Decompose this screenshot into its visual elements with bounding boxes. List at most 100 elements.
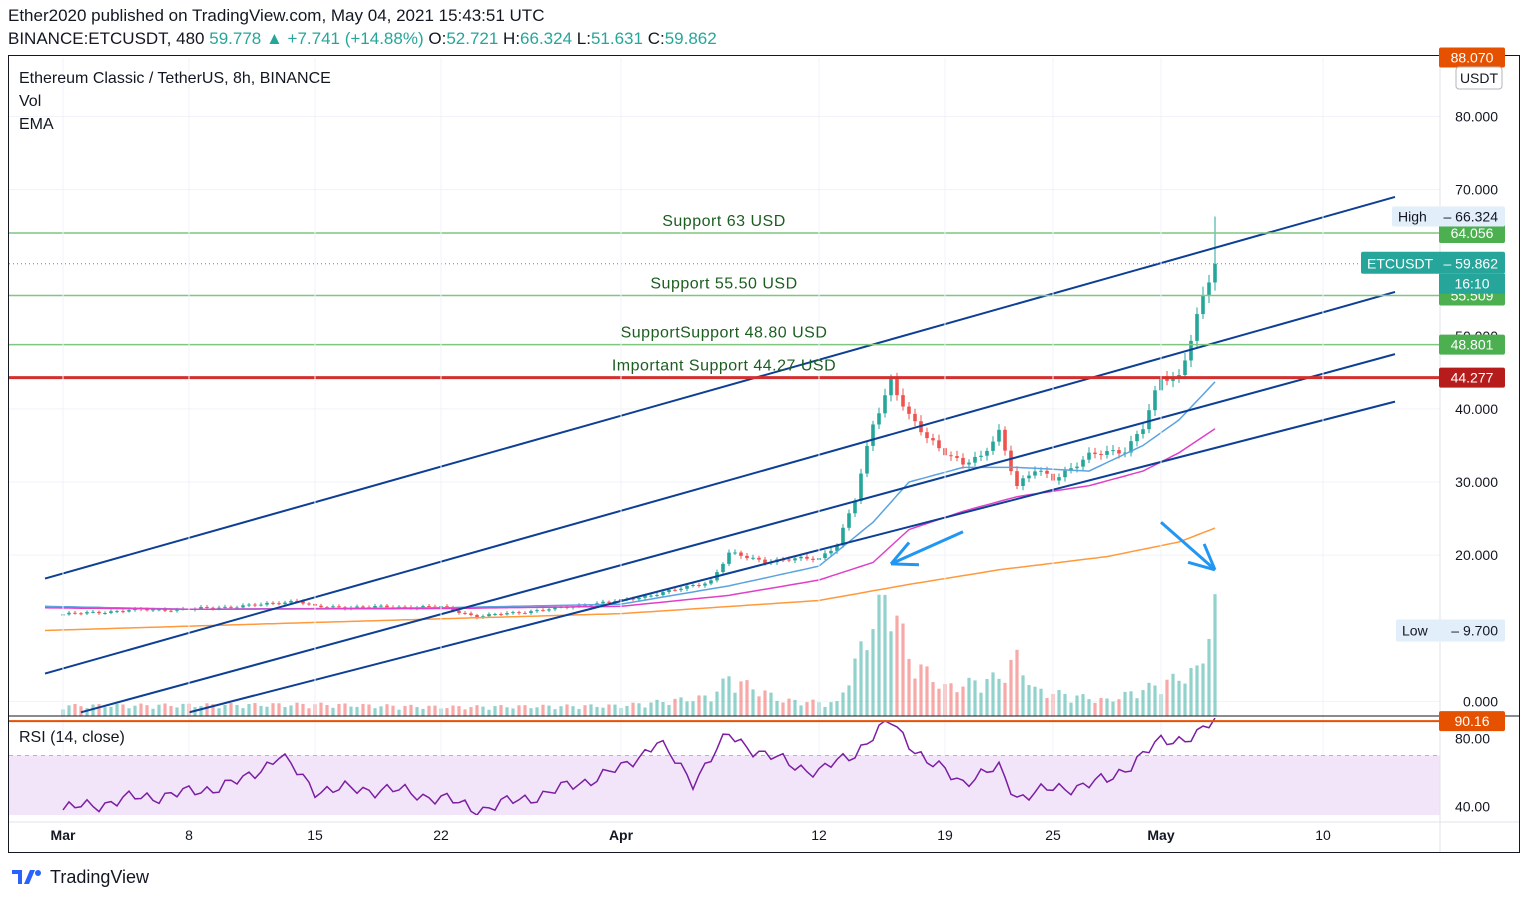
ohlc-line: BINANCE:ETCUSDT, 480 59.778 ▲ +7.741 (+1…	[8, 29, 717, 49]
volume-bar	[847, 685, 851, 716]
volume-bar	[121, 704, 125, 716]
volume-bar	[1201, 663, 1205, 716]
rsi-band	[9, 755, 1440, 815]
volume-bar	[637, 703, 641, 716]
volume-bar	[601, 707, 605, 716]
low-value: 51.631	[590, 29, 643, 48]
channel-line-3	[80, 353, 1396, 714]
arrow-head	[1187, 560, 1216, 572]
high-tag-value: – 66.324	[1444, 208, 1499, 224]
candle-body	[373, 606, 377, 608]
candle-body	[823, 553, 827, 559]
time-tick-label: Apr	[609, 827, 634, 843]
candle-body	[1027, 475, 1031, 479]
candle-body	[421, 606, 425, 608]
volume-bar	[655, 699, 659, 716]
candle-body	[691, 585, 695, 587]
candle-body	[1207, 282, 1211, 296]
volume-bar	[775, 700, 779, 716]
volume-bar	[229, 703, 233, 716]
candle-body	[679, 588, 683, 591]
volume-bar	[811, 699, 815, 716]
volume-bar	[145, 705, 149, 716]
candle-body	[1189, 340, 1193, 361]
candle-body	[967, 462, 971, 465]
volume-bar	[901, 623, 905, 716]
candle-body	[649, 595, 653, 597]
candle-body	[787, 559, 791, 561]
legend-vol: Vol	[19, 93, 42, 110]
volume-bar	[241, 708, 245, 716]
volume-bar	[727, 676, 731, 716]
candle-body	[301, 601, 305, 604]
candle-body	[847, 513, 851, 528]
volume-bar	[1195, 665, 1199, 716]
volume-bar	[709, 701, 713, 716]
arrow-head	[1202, 543, 1217, 571]
volume-bar	[1057, 690, 1061, 716]
low-tag-value: – 9.700	[1451, 622, 1498, 638]
candle-body	[1099, 454, 1103, 456]
volume-bar	[625, 705, 629, 716]
candle-body	[115, 611, 119, 613]
volume-bar	[919, 664, 923, 716]
candle-body	[205, 606, 209, 608]
volume-bar	[463, 709, 467, 716]
candle-body	[949, 455, 953, 457]
tradingview-brand[interactable]: TradingView	[10, 866, 149, 888]
candle-body	[217, 607, 221, 609]
candle-body	[145, 609, 149, 611]
volume-bar	[973, 680, 977, 716]
volume-bar	[319, 702, 323, 716]
time-tick-label: 25	[1045, 827, 1061, 843]
candle-body	[913, 413, 917, 422]
volume-bar	[73, 703, 77, 716]
volume-bar	[835, 701, 839, 716]
volume-bar	[505, 707, 509, 716]
candle-body	[835, 545, 839, 551]
candle-body	[1087, 452, 1091, 460]
volume-bar	[769, 692, 773, 716]
volume-bar	[247, 703, 251, 716]
volume-bar	[751, 689, 755, 716]
volume-bar	[151, 708, 155, 716]
volume-bar	[115, 703, 119, 716]
volume-bar	[661, 702, 665, 716]
candle-body	[199, 606, 203, 609]
volume-bar	[955, 692, 959, 716]
candle-body	[655, 595, 659, 597]
volume-bar	[931, 682, 935, 716]
candle-body	[331, 606, 335, 608]
candle-body	[73, 612, 77, 614]
volume-bar	[787, 698, 791, 716]
volume-bar	[397, 709, 401, 716]
candle-body	[733, 552, 737, 554]
volume-bar	[1213, 594, 1217, 716]
candle-body	[673, 589, 677, 591]
candle-body	[703, 583, 707, 586]
volume-bar	[565, 704, 569, 716]
ticker-tag-label: ETCUSDT	[1367, 256, 1434, 272]
volume-bar	[103, 707, 107, 716]
volume-bar	[799, 705, 803, 716]
volume-bar	[139, 703, 143, 716]
candle-body	[661, 592, 665, 596]
candle-body	[289, 600, 293, 603]
candle-body	[1111, 450, 1115, 452]
volume-bar	[1093, 702, 1097, 716]
close-label: C:	[647, 29, 665, 48]
high-tag-label: High	[1398, 208, 1427, 224]
candle-body	[1015, 471, 1019, 486]
volume-bar	[469, 707, 473, 716]
current-tag-value: – 59.862	[1444, 256, 1499, 272]
volume-bar	[403, 705, 407, 716]
candle-body	[1093, 452, 1097, 455]
volume-bar	[181, 703, 185, 716]
volume-bar	[613, 704, 617, 716]
candle-body	[535, 610, 539, 612]
candle-body	[739, 552, 743, 556]
volume-bar	[415, 707, 419, 716]
ema-line-1	[44, 381, 1216, 611]
volume-bar	[745, 680, 749, 716]
